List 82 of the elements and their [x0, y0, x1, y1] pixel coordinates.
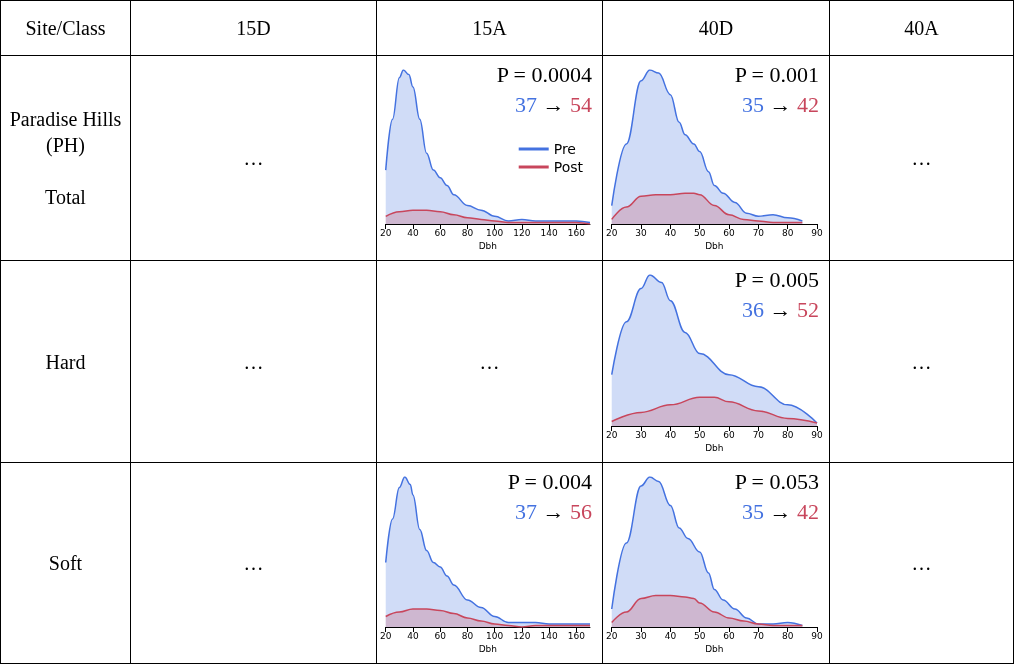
x-tick-label: 70	[752, 227, 765, 238]
text: …	[910, 349, 933, 375]
annotation: 56	[569, 499, 592, 524]
x-axis-title: Dbh	[705, 644, 724, 655]
annotation: →	[768, 499, 792, 524]
annotation: →	[541, 92, 565, 117]
annotation: 35	[742, 499, 764, 524]
x-tick-label: 140	[540, 630, 558, 641]
x-tick-label: 70	[752, 630, 765, 641]
x-tick-label: 60	[434, 630, 447, 641]
text: …	[242, 146, 265, 171]
legend-label: Pre	[553, 141, 576, 157]
text: Site/Class	[24, 16, 107, 41]
x-tick-label: 80	[781, 630, 794, 641]
x-tick-label: 40	[407, 630, 419, 641]
x-tick-label: 30	[635, 630, 648, 641]
x-tick-label: 30	[635, 429, 648, 440]
x-tick-label: 40	[407, 227, 419, 238]
x-tick-label: 30	[635, 227, 648, 238]
annotation: 42	[796, 499, 819, 524]
x-tick-label: 80	[461, 630, 474, 641]
annotation: 37	[515, 92, 537, 117]
x-tick-label: 100	[486, 630, 504, 641]
annotation: P = 0.0004	[496, 61, 592, 89]
text: 40A	[903, 16, 940, 41]
annotation: 52	[796, 297, 819, 322]
text: …	[478, 349, 501, 375]
x-axis-title: Dbh	[478, 644, 498, 655]
x-tick-label: 50	[693, 429, 706, 440]
x-tick-label: 80	[461, 227, 474, 238]
text: …	[910, 146, 933, 171]
annotation: 54	[569, 92, 592, 117]
text: …	[910, 551, 933, 576]
x-tick-label: 20	[606, 429, 618, 440]
x-axis-title: Dbh	[705, 241, 724, 252]
x-tick-label: 60	[723, 227, 736, 238]
x-tick-label: 120	[513, 630, 531, 641]
x-tick-label: 90	[811, 227, 823, 238]
x-tick-label: 100	[486, 227, 504, 238]
annotation: P = 0.001	[734, 61, 819, 89]
x-tick-label: 140	[540, 227, 558, 238]
annotation: 35	[742, 92, 764, 117]
legend-label: Post	[553, 159, 584, 175]
annotation: →	[541, 499, 565, 524]
text: …	[242, 349, 265, 375]
x-tick-label: 40	[664, 429, 677, 440]
x-tick-label: 40	[664, 227, 677, 238]
text: Paradise Hills (PH) Total	[9, 108, 122, 208]
annotation: P = 0.005	[734, 266, 819, 294]
x-tick-label: 160	[567, 630, 586, 641]
x-tick-label: 40	[664, 630, 677, 641]
x-tick-label: 20	[380, 227, 392, 238]
x-tick-label: 50	[693, 630, 706, 641]
x-tick-label: 90	[811, 630, 823, 641]
x-tick-label: 50	[693, 227, 706, 238]
x-tick-label: 120	[513, 227, 531, 238]
text: 15D	[235, 16, 272, 41]
x-tick-label: 20	[606, 227, 618, 238]
text: 15A	[471, 16, 508, 41]
annotation: →	[768, 297, 792, 322]
x-tick-label: 80	[781, 429, 794, 440]
x-tick-label: 70	[752, 429, 765, 440]
annotation: P = 0.053	[734, 468, 819, 496]
x-axis-title: Dbh	[705, 443, 724, 454]
text: …	[242, 551, 265, 576]
annotation: P = 0.004	[507, 468, 592, 496]
annotation: 42	[796, 92, 819, 117]
annotation: →	[768, 92, 792, 117]
x-tick-label: 160	[567, 227, 586, 238]
text: 40D	[697, 16, 735, 41]
annotation: 36	[742, 297, 764, 322]
x-tick-label: 60	[723, 429, 736, 440]
x-tick-label: 20	[606, 630, 618, 641]
x-tick-label: 60	[434, 227, 447, 238]
annotation: 37	[515, 499, 537, 524]
x-tick-label: 80	[781, 227, 794, 238]
x-axis-title: Dbh	[478, 241, 498, 252]
text: Soft	[47, 551, 84, 576]
x-tick-label: 90	[811, 429, 823, 440]
text: Hard	[44, 349, 87, 375]
x-tick-label: 60	[723, 630, 736, 641]
x-tick-label: 20	[380, 630, 392, 641]
